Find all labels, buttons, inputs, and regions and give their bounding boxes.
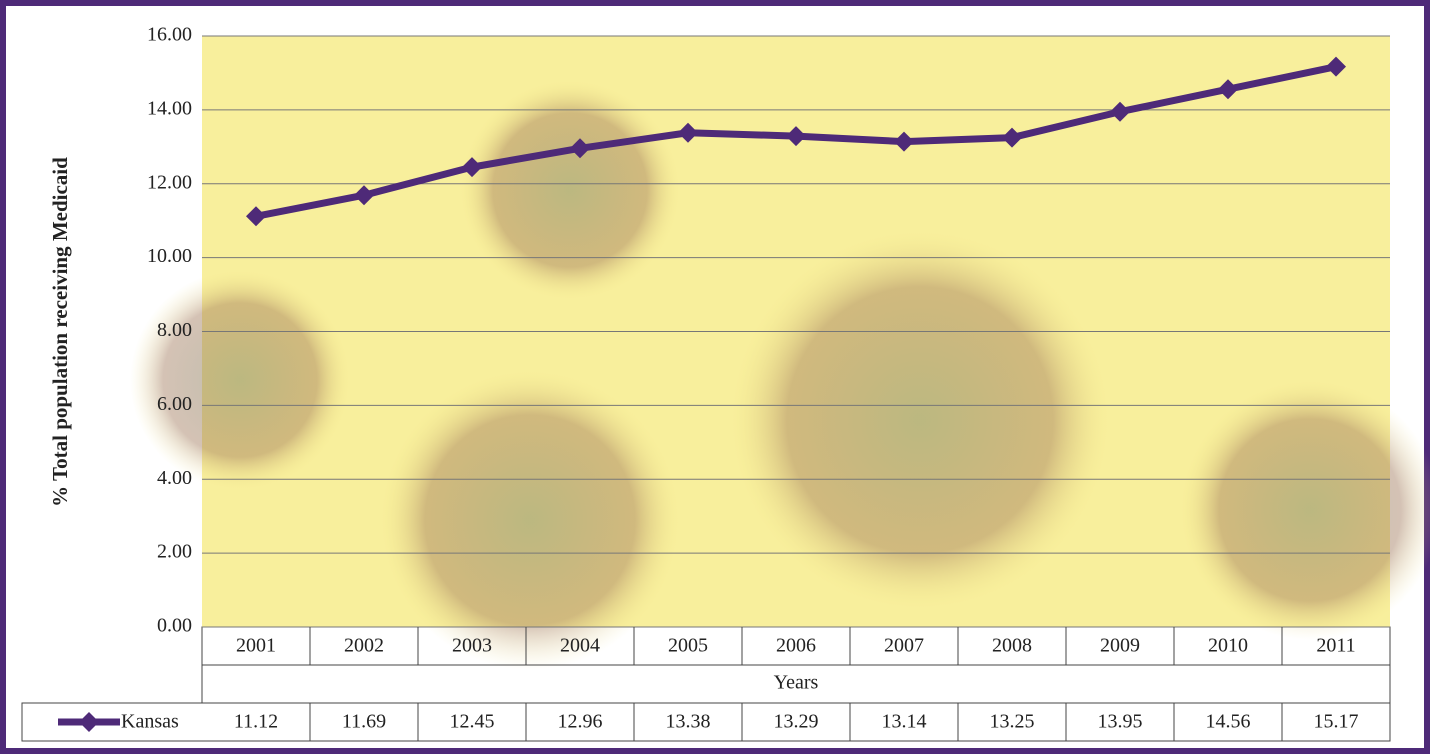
table-value: 11.69 xyxy=(342,711,386,733)
table-value: 13.95 xyxy=(1098,711,1143,733)
marker xyxy=(894,131,914,152)
marker xyxy=(1218,79,1238,100)
marker xyxy=(1002,127,1022,148)
legend-marker xyxy=(79,712,99,732)
x-axis-title: Years xyxy=(774,672,819,694)
x-tick-label: 2001 xyxy=(236,635,276,657)
y-tick-label: 2.00 xyxy=(157,541,192,563)
marker xyxy=(1110,101,1130,122)
x-tick-label: 2003 xyxy=(452,635,492,657)
x-tick-label: 2004 xyxy=(560,635,600,657)
marker xyxy=(678,122,698,143)
table-value: 15.17 xyxy=(1314,711,1359,733)
marker xyxy=(1326,56,1346,77)
marker xyxy=(462,157,482,178)
y-tick-label: 6.00 xyxy=(157,393,192,415)
y-tick-label: 16.00 xyxy=(147,24,192,46)
table-value: 12.96 xyxy=(558,711,603,733)
legend-label: Kansas xyxy=(121,711,179,733)
table-value: 11.12 xyxy=(234,711,278,733)
marker xyxy=(354,185,374,206)
x-tick-label: 2006 xyxy=(776,635,816,657)
x-tick-label: 2005 xyxy=(668,635,708,657)
table-value: 13.25 xyxy=(990,711,1035,733)
marker xyxy=(246,206,266,227)
y-tick-label: 4.00 xyxy=(157,467,192,489)
table-value: 13.14 xyxy=(882,711,927,733)
plot-background xyxy=(130,36,1430,670)
x-tick-label: 2007 xyxy=(884,635,924,657)
x-tick-label: 2002 xyxy=(344,635,384,657)
y-tick-label: 0.00 xyxy=(157,615,192,637)
y-tick-label: 8.00 xyxy=(157,319,192,341)
y-tick-label: 10.00 xyxy=(147,245,192,267)
x-tick-label: 2010 xyxy=(1208,635,1248,657)
marker xyxy=(786,126,806,147)
x-tick-label: 2011 xyxy=(1316,635,1355,657)
table-value: 13.38 xyxy=(666,711,711,733)
y-tick-label: 14.00 xyxy=(147,97,192,119)
table-value: 13.29 xyxy=(774,711,819,733)
x-tick-label: 2008 xyxy=(992,635,1032,657)
y-axis-title: % Total population receiving Medicaid xyxy=(48,157,72,507)
table-value: 14.56 xyxy=(1206,711,1251,733)
y-tick-label: 12.00 xyxy=(147,171,192,193)
marker xyxy=(570,138,590,159)
table-border xyxy=(21,702,1391,742)
x-tick-label: 2009 xyxy=(1100,635,1140,657)
table-value: 12.45 xyxy=(450,711,495,733)
